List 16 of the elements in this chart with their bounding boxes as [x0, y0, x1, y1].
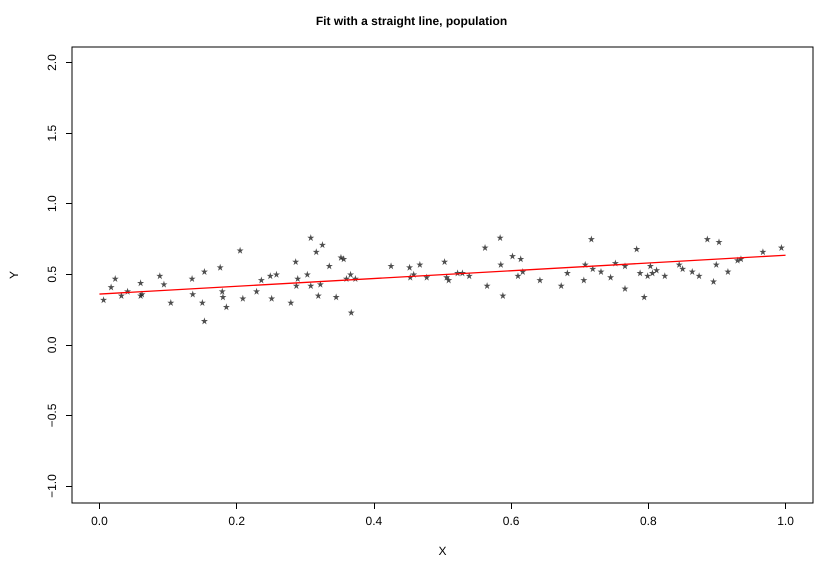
x-tick-label: 0.6 [502, 514, 520, 528]
x-axis-title: X [438, 544, 447, 558]
y-tick-label: 0.5 [45, 266, 59, 283]
x-tick-label: 0.0 [91, 514, 108, 528]
x-tick-label: 0.2 [228, 514, 246, 528]
y-tick-label: 1.5 [45, 124, 59, 142]
y-axis-title: Y [7, 270, 21, 280]
chart-title: Fit with a straight line, population [316, 14, 508, 28]
x-tick-label: 1.0 [777, 514, 794, 528]
y-tick-label: 2.0 [45, 54, 59, 71]
y-tick-label: −1.0 [45, 474, 59, 498]
x-tick-label: 0.8 [640, 514, 657, 528]
x-tick-label: 0.4 [366, 514, 383, 528]
y-tick-label: 0.0 [45, 336, 59, 354]
y-tick-label: 1.0 [45, 195, 59, 212]
y-tick-label: −0.5 [45, 403, 59, 428]
